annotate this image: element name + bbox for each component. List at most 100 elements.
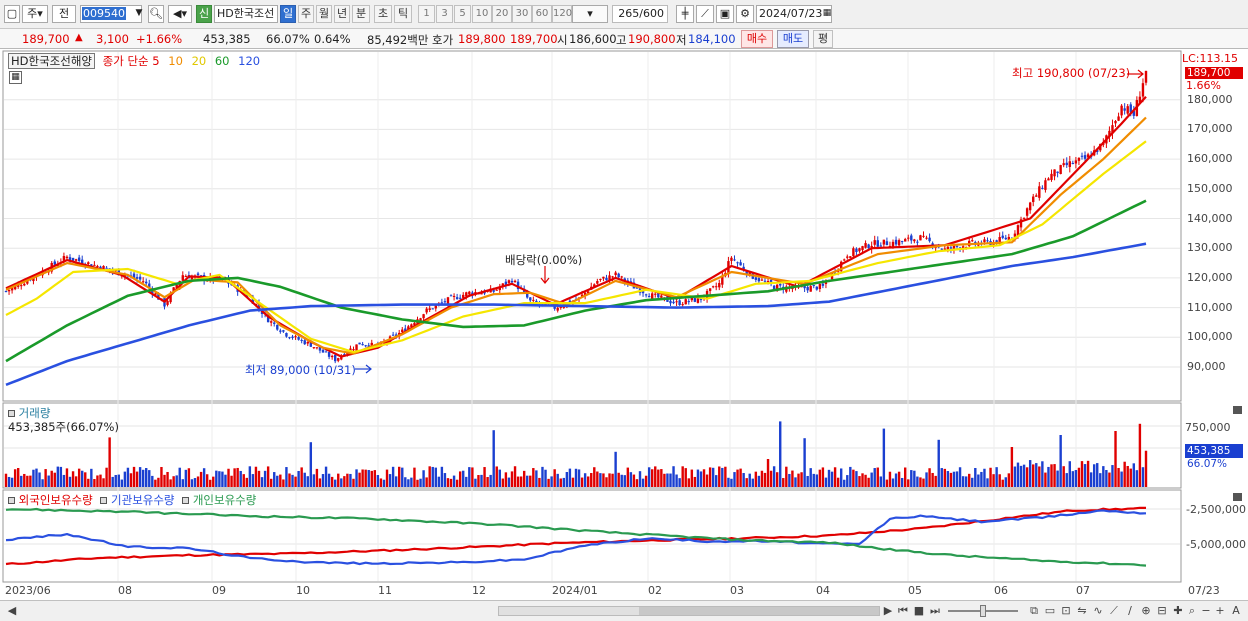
split-icon[interactable]: ▭ <box>1044 604 1056 617</box>
table-toggle-icon[interactable]: ▦ <box>9 71 22 84</box>
candle-type-icon[interactable]: ╪ <box>676 5 694 23</box>
volume-bar <box>516 476 520 487</box>
ma5-legend[interactable]: 5 <box>152 54 160 68</box>
volume-bar <box>1108 472 1111 487</box>
scrollbar-track[interactable] <box>498 606 880 616</box>
interval-60[interactable]: 60 <box>532 5 552 23</box>
interval-5[interactable]: 5 <box>454 5 471 23</box>
data-count-field[interactable]: 265/600 <box>612 5 668 23</box>
gear-icon[interactable]: ⚙ <box>736 5 754 23</box>
price-tick: 120,000 <box>1187 270 1233 284</box>
compare-icon[interactable]: ⇋ <box>1077 604 1087 617</box>
sell-button[interactable]: 매도 <box>777 30 809 48</box>
zoom-out-icon[interactable]: − <box>1201 604 1211 617</box>
tab-월[interactable]: 월 <box>316 5 332 23</box>
zoom-slider-handle[interactable] <box>980 605 986 617</box>
candle-body <box>510 280 514 283</box>
volume-bar <box>836 477 840 487</box>
jump-end-icon[interactable]: ⏭ <box>930 604 940 617</box>
ma120-legend[interactable]: 120 <box>238 54 261 68</box>
foreign-legend[interactable]: 외국인보유수량 <box>18 493 93 507</box>
current-price-badge: 189,700 <box>1185 67 1243 79</box>
tab-주[interactable]: 주 <box>298 5 314 23</box>
institution-legend[interactable]: 기관보유수량 <box>111 493 175 507</box>
volume-bar <box>480 474 483 487</box>
market-type-select[interactable]: 주▾ <box>22 5 48 23</box>
volume-bar <box>163 474 166 487</box>
window-menu-icon[interactable]: ▢ <box>4 5 20 23</box>
interval-20[interactable]: 20 <box>492 5 512 23</box>
volume-legend-box[interactable] <box>8 410 15 417</box>
buy-button[interactable]: 매수 <box>741 30 773 48</box>
stock-code-value: 009540 <box>82 7 126 20</box>
search-icon[interactable]: 🔍︎ <box>148 5 164 23</box>
tab-년[interactable]: 년 <box>334 5 350 23</box>
candle-body <box>849 256 852 258</box>
tab-초[interactable]: 초 <box>374 5 392 23</box>
volume-bar <box>888 471 892 487</box>
volume-bar <box>465 476 468 487</box>
capture-icon[interactable]: ⊡ <box>1061 604 1071 617</box>
candle-body <box>535 300 538 303</box>
ma10-legend[interactable]: 10 <box>168 54 183 68</box>
eval-button[interactable]: 평 <box>813 30 833 48</box>
institution-legend-box[interactable] <box>100 497 108 504</box>
interval-120[interactable]: 120 <box>552 5 572 23</box>
ma60-legend[interactable]: 60 <box>214 54 230 68</box>
layout-icon[interactable]: ⧉ <box>1030 604 1038 617</box>
search-chart-icon[interactable]: ⌕ <box>1188 604 1196 617</box>
code-dropdown-icon[interactable]: ▼ <box>135 8 143 18</box>
volume-bar <box>1025 467 1029 487</box>
volume-bar <box>1096 463 1099 487</box>
stock-legend-name[interactable]: HD한국조선해양 <box>8 53 95 69</box>
candle-body <box>839 261 843 272</box>
volume-bar <box>218 471 221 487</box>
stock-name-field[interactable]: HD한국조선 <box>214 5 278 23</box>
ruler-icon[interactable]: ⊟ <box>1157 604 1167 617</box>
period-button[interactable]: 전 <box>52 5 76 23</box>
crosshair-icon[interactable]: ✚ <box>1173 604 1183 617</box>
volume-bar <box>718 466 721 487</box>
calendar-icon[interactable]: ▦ <box>822 8 832 18</box>
interval-10[interactable]: 10 <box>472 5 492 23</box>
holdings-legend-box[interactable] <box>8 497 15 504</box>
tab-틱[interactable]: 틱 <box>394 5 412 23</box>
scroll-right-icon[interactable]: ▶ <box>883 604 893 617</box>
tab-분[interactable]: 분 <box>352 5 370 23</box>
volume-bar <box>885 479 889 487</box>
candle-body <box>425 308 428 313</box>
up-arrow-icon: ▲ <box>75 32 83 43</box>
zoom-in-icon[interactable]: + <box>1215 604 1225 617</box>
individual-legend[interactable]: 개인보유수량 <box>192 493 257 507</box>
credit-badge[interactable]: 신 <box>196 5 212 23</box>
sound-icon[interactable]: ◀▾ <box>168 5 192 23</box>
volume-bar <box>971 477 974 487</box>
indicator-icon[interactable]: ∿ <box>1093 604 1103 617</box>
ma20-legend[interactable]: 20 <box>191 54 207 68</box>
candle-body <box>599 278 602 280</box>
line-icon[interactable]: ∕ <box>1128 604 1132 617</box>
stock-code-input[interactable]: 009540 <box>80 5 142 23</box>
interval-custom-select[interactable]: ▾ <box>572 5 608 23</box>
volume-bar <box>135 471 139 487</box>
interval-1[interactable]: 1 <box>418 5 435 23</box>
individual-legend-box[interactable] <box>182 497 190 504</box>
stop-icon[interactable]: ■ <box>913 604 925 617</box>
candle-body <box>1007 236 1011 242</box>
scrollbar-thumb[interactable] <box>639 607 879 615</box>
tab-일[interactable]: 일 <box>280 5 296 23</box>
cross-icon[interactable]: ⊕ <box>1141 604 1151 617</box>
save-icon[interactable]: ▣ <box>716 5 734 23</box>
interval-30[interactable]: 30 <box>512 5 532 23</box>
date-input[interactable]: 2024/07/23 <box>756 5 832 23</box>
draw-tool-icon[interactable]: ⟋ <box>696 5 714 23</box>
scroll-left-icon[interactable]: ◀ <box>7 604 17 617</box>
trend-icon[interactable]: ⟋ <box>1110 604 1118 617</box>
volume-bar <box>974 467 977 487</box>
jump-start-icon[interactable]: ⏮ <box>898 604 908 617</box>
interval-3[interactable]: 3 <box>436 5 453 23</box>
auto-scale-icon[interactable]: A <box>1232 604 1240 617</box>
zoom-slider[interactable] <box>948 605 1018 617</box>
candle-body <box>608 275 611 281</box>
